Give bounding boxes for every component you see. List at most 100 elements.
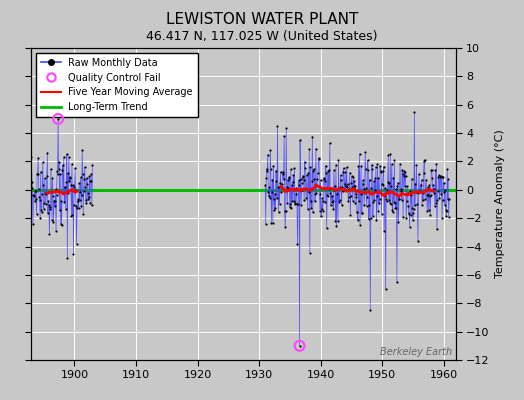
Text: 46.417 N, 117.025 W (United States): 46.417 N, 117.025 W (United States) (146, 30, 378, 43)
Point (418, 202, 426, 208)
Point (292, 191, 300, 197)
Point (417, 189, 425, 195)
Point (86, 178, 94, 184)
Point (419, 197, 427, 203)
Point (31, 198, 39, 204)
Point (64, 154, 73, 160)
Point (78, 147, 86, 153)
Point (330, 167, 338, 174)
Point (51, 186, 60, 192)
Point (390, 157, 399, 164)
Point (405, 210, 413, 216)
Point (363, 202, 371, 209)
Point (282, 184, 291, 191)
Point (402, 215, 410, 221)
Point (86, 171, 95, 177)
Point (43, 210, 52, 216)
Point (340, 186, 348, 192)
Point (369, 199, 378, 206)
Point (79, 170, 87, 177)
Point (386, 151, 395, 157)
Point (438, 174, 446, 180)
Point (283, 176, 292, 183)
Point (268, 177, 277, 183)
Point (396, 161, 404, 168)
Point (293, 201, 301, 208)
Point (66, 174, 74, 180)
Point (424, 207, 433, 213)
Point (69, 182, 77, 189)
Point (300, 196, 308, 203)
Point (414, 190, 423, 196)
Point (62, 151, 71, 157)
Point (33, 170, 41, 177)
Point (344, 181, 352, 188)
Point (387, 201, 395, 207)
Point (69, 250, 78, 257)
Point (352, 191, 360, 197)
Point (357, 210, 366, 216)
Point (80, 176, 89, 183)
Point (47, 189, 56, 196)
Point (52, 192, 61, 198)
Point (62, 206, 70, 213)
Point (443, 196, 452, 203)
Point (384, 179, 392, 186)
Point (425, 182, 433, 188)
Point (58, 167, 67, 174)
Point (381, 184, 389, 191)
Point (77, 174, 85, 180)
Point (297, 175, 305, 182)
Point (315, 155, 323, 161)
Point (284, 185, 292, 191)
Point (57, 198, 66, 204)
Point (398, 167, 406, 173)
Point (444, 214, 453, 220)
Point (343, 164, 351, 170)
Point (288, 197, 297, 204)
Point (309, 209, 317, 215)
Point (294, 181, 303, 188)
Point (364, 166, 373, 173)
Point (407, 192, 415, 198)
Point (265, 193, 273, 200)
Point (319, 208, 327, 214)
Point (276, 180, 284, 186)
Point (27, 154, 36, 160)
Point (36, 215, 45, 222)
Point (333, 191, 341, 197)
Text: LEWISTON WATER PLANT: LEWISTON WATER PLANT (166, 12, 358, 27)
Point (42, 191, 50, 197)
Point (348, 184, 356, 190)
Point (287, 166, 295, 172)
Point (428, 175, 436, 181)
Point (269, 162, 278, 169)
Point (437, 191, 445, 197)
Point (442, 208, 451, 214)
Point (299, 176, 308, 183)
Point (373, 193, 381, 199)
Point (400, 182, 409, 189)
Point (378, 182, 387, 188)
Point (387, 182, 396, 189)
Point (278, 181, 286, 188)
Point (351, 182, 359, 189)
Point (402, 198, 411, 204)
Point (304, 169, 312, 176)
Point (411, 181, 420, 187)
Point (66, 175, 74, 181)
Point (73, 198, 82, 204)
Point (412, 189, 420, 195)
Point (287, 205, 296, 211)
Point (371, 187, 379, 194)
Point (298, 187, 306, 193)
Point (79, 210, 88, 217)
Y-axis label: Temperature Anomaly (°C): Temperature Anomaly (°C) (495, 130, 505, 278)
Point (413, 201, 422, 207)
Point (433, 226, 441, 232)
Point (330, 186, 339, 193)
Point (439, 197, 447, 204)
Point (418, 190, 427, 197)
Point (444, 176, 452, 182)
Point (320, 175, 329, 182)
